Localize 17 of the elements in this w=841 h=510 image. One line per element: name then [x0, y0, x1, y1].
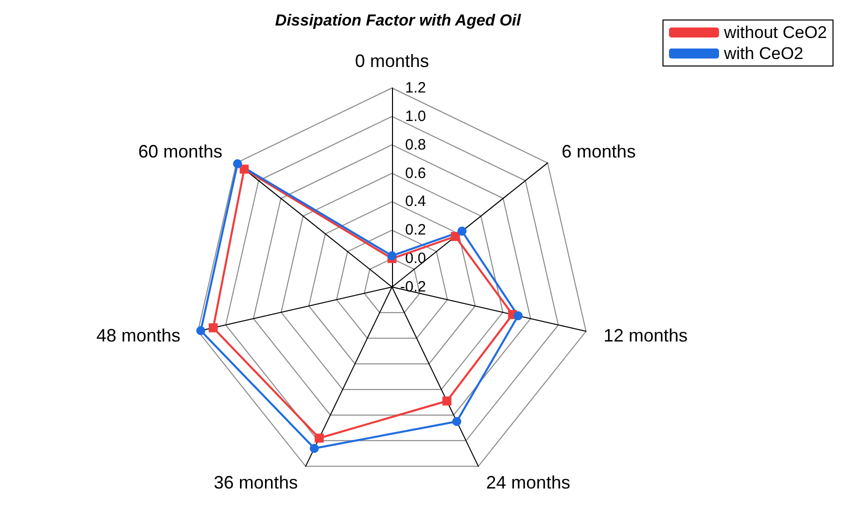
y-tick-label: -0.2: [400, 278, 426, 296]
chart-title: Dissipation Factor with Aged Oil: [275, 12, 522, 30]
spoke-label: 60 months: [138, 142, 222, 162]
legend-label: without CeO2: [723, 23, 828, 42]
legend-label: with CeO2: [723, 44, 804, 63]
spoke-label: 0 months: [354, 51, 430, 71]
y-tick-label: 1.2: [405, 80, 426, 96]
spoke-label: 6 months: [562, 142, 636, 162]
spoke-label: 48 months: [96, 325, 180, 346]
spoke-label: 12 months: [604, 325, 688, 346]
y-tick-label: 0.6: [405, 164, 426, 182]
spoke-label: 36 months: [214, 472, 298, 493]
y-tick-label: 0.4: [405, 193, 426, 210]
y-tick-label: 0.2: [405, 222, 426, 239]
spoke-label: 24 months: [486, 472, 570, 493]
y-tick-label: 1.0: [405, 108, 426, 125]
y-tick-label: 0.8: [405, 136, 426, 154]
